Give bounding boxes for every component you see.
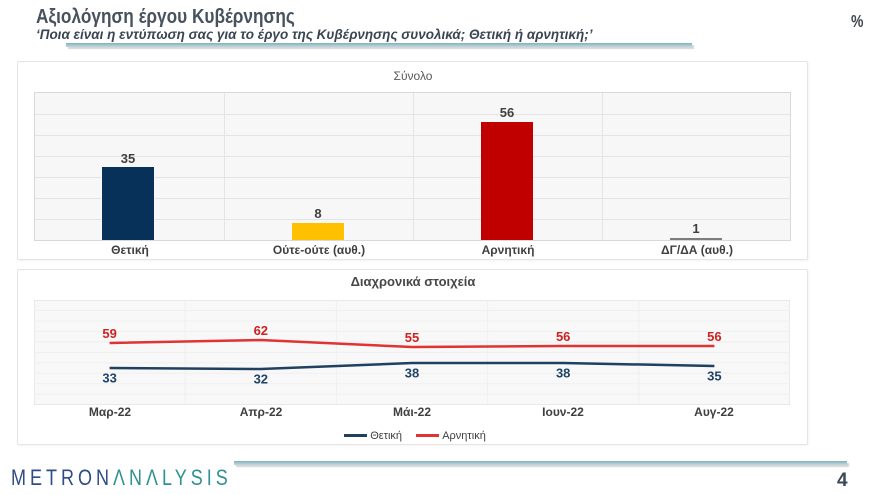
svg-text:33: 33 (102, 371, 116, 386)
svg-text:56: 56 (556, 329, 570, 344)
svg-text:32: 32 (254, 372, 268, 387)
svg-text:59: 59 (102, 326, 116, 341)
svg-text:62: 62 (254, 323, 268, 338)
svg-text:56: 56 (707, 329, 721, 344)
svg-text:38: 38 (405, 366, 419, 381)
svg-text:55: 55 (405, 330, 419, 345)
svg-text:35: 35 (707, 369, 721, 384)
svg-text:38: 38 (556, 366, 570, 381)
